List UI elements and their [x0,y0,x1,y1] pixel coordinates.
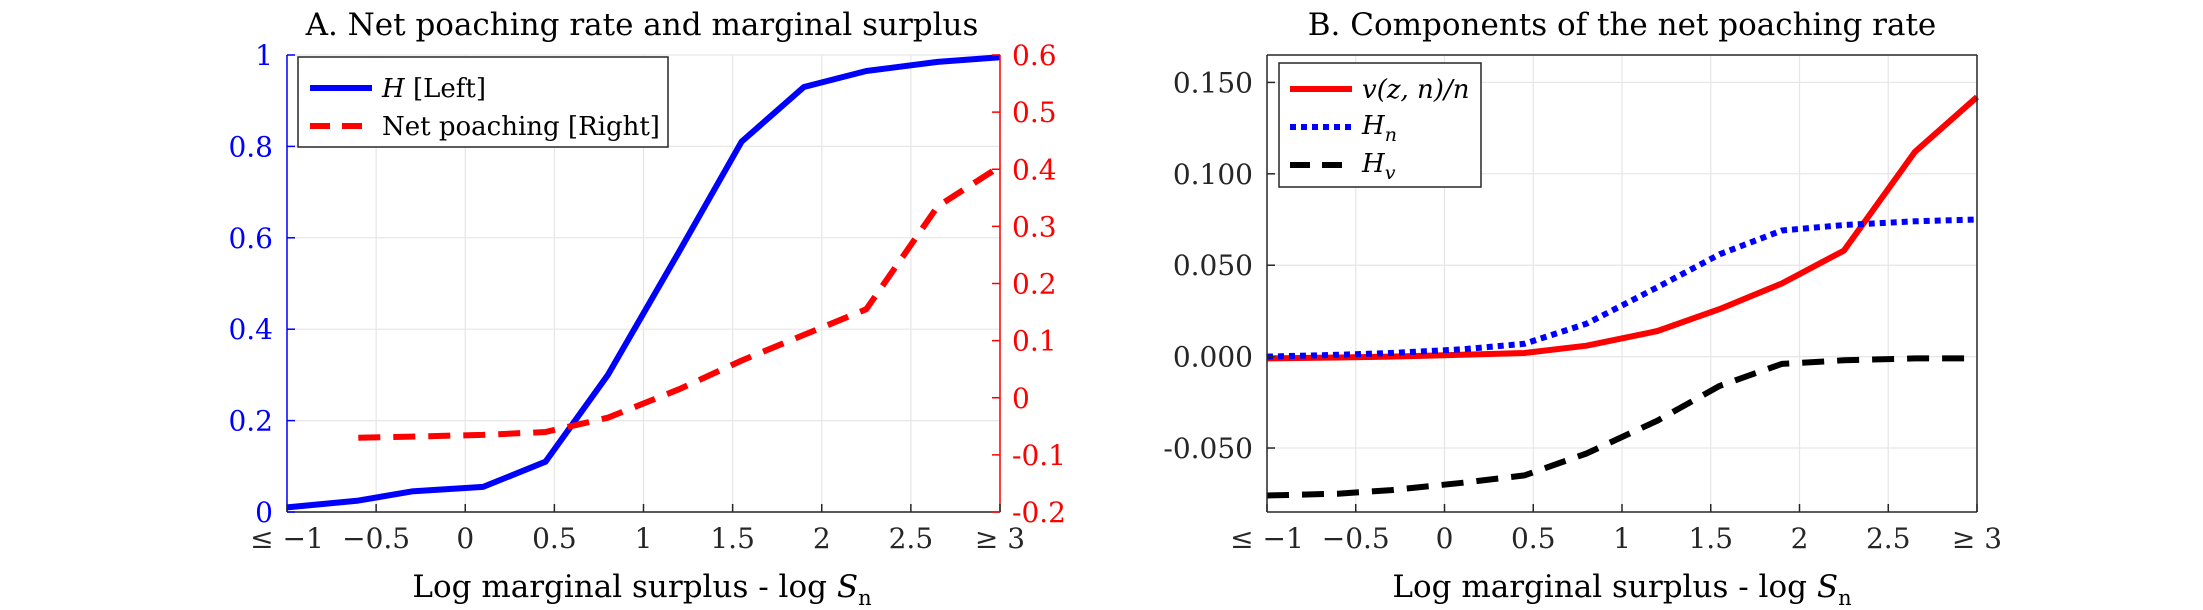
panel-a-x-tick-label-5: 1.5 [710,522,755,555]
panel-b-x-tick-label-4: 1 [1613,522,1631,555]
panel-b-left-y-tick-label-2: 0.050 [1173,249,1253,282]
panel-a-series-line-0 [286,54,1001,511]
panel-b-legend-label-hn-base: H [1361,111,1386,141]
panel-a-x-tick-label-0: ≤ −1 [250,522,324,555]
panel-a-x-tick-label-2: 0 [456,522,474,555]
panel-a-x-tick-label-7: 2.5 [889,522,934,555]
panel-a-right-y-tick-label-7: 0.5 [1012,96,1057,129]
panel-b-x-axis-label-text: Log marginal surplus - log [1392,569,1816,605]
panel-a-left-y-tick-label-1: 0.2 [228,405,273,438]
panel-b-x-tick-label-3: 0.5 [1511,522,1556,555]
panel-a-right-y-tick-label-2: 0 [1012,382,1030,415]
panel-a-left-y-tick-label-0: 0 [255,496,273,529]
panel-b-series-line-1 [1266,216,1978,360]
panel-b-plot-area: ≤ −1 −0.5 0 0.5 1 1.5 2 2.5 ≥ 3 -0.050 0.000 0.050 0… [1163,54,2002,555]
panel-b-x-tick-label-7: 2.5 [1866,522,1911,555]
panel-a-right-y-tick-label-4: 0.2 [1012,268,1057,301]
panel-b-x-tick-label-0: ≤ −1 [1230,522,1304,555]
panel-a: A. Net poaching rate and marginal surplu… [228,7,1066,610]
panel-a-series-line-1 [358,163,1002,441]
panel-a-legend-box [297,56,669,148]
panel-b-title: B. Components of the net poaching rate [1308,7,1937,43]
panel-a-x-axis-label-s-italic: S [837,569,858,605]
panel-a-x-tick-label-1: −0.5 [342,522,410,555]
panel-a-right-y-tick-label-1: -0.1 [1012,439,1066,472]
panel-b-x-tick-label-8: ≥ 3 [1952,522,2002,555]
panel-b-left-y-tick-label-3: 0.100 [1173,158,1253,191]
panel-b-legend-label-hv: Hv [1361,149,1396,184]
panel-a-right-y-tick-label-6: 0.4 [1012,153,1057,186]
panel-b-legend-label-hn-sub: n [1385,124,1397,146]
panel-b: B. Components of the net poaching rate ≤… [1163,7,2002,610]
panel-b-legend-label-hn: Hn [1361,111,1397,146]
panel-a-left-y-tick-label-3: 0.6 [228,222,273,255]
panel-b-x-tick-label-1: −0.5 [1322,522,1390,555]
panel-a-right-y-tick-label-5: 0.3 [1012,210,1057,243]
panel-b-x-axis-label: Log marginal surplus - log Sn [1392,569,1851,610]
panel-b-x-tick-label-6: 2 [1791,522,1809,555]
panel-b-left-y-tick-label-0: -0.050 [1163,432,1253,465]
panel-a-legend: H [Left] Net poaching [Right] [297,56,669,148]
panel-a-x-tick-label-6: 2 [813,522,831,555]
panel-a-x-tick-label-4: 1 [635,522,653,555]
panel-a-right-y-tick-label-0: -0.2 [1012,496,1066,529]
panel-a-legend-label-net-poaching: Net poaching [Right] [382,112,660,142]
panel-a-title: A. Net poaching rate and marginal surplu… [305,7,979,43]
panel-a-x-axis-label: Log marginal surplus - log Sn [412,569,871,610]
panel-a-x-tick-label-8: ≥ 3 [975,522,1025,555]
panel-a-right-y-tick-label-3: 0.1 [1012,325,1057,358]
panel-b-left-y-tick-label-1: 0.000 [1173,341,1253,374]
panel-a-left-y-tick-label-2: 0.4 [228,313,273,346]
panel-b-series-line-2 [1266,355,1977,499]
panel-b-legend-label-hv-sub: v [1385,162,1396,184]
panel-b-x-axis-label-subscript: n [1838,586,1852,610]
panel-b-x-axis-label-s-italic: S [1817,569,1838,605]
panel-a-legend-label-h-rest: [Left] [405,74,486,104]
panel-b-x-tick-label-5: 1.5 [1688,522,1733,555]
panel-b-left-y-tick-label-4: 0.150 [1173,66,1253,99]
panel-a-left-y-tick-label-4: 0.8 [228,130,273,163]
panel-a-x-axis-label-subscript: n [858,586,872,610]
panel-a-right-y-tick-label-8: 0.6 [1012,39,1057,72]
panel-b-legend-label-v: v(z, n)/n [1362,75,1469,105]
panel-a-legend-label-h-italic: H [381,74,406,104]
panel-b-x-tick-label-2: 0 [1436,522,1454,555]
panel-b-series-line-0 [1266,94,1979,362]
panel-a-left-y-tick-label-5: 1 [255,39,273,72]
panel-b-legend: v(z, n)/n Hn Hv [1278,62,1482,188]
panel-b-legend-label-hv-base: H [1361,149,1386,179]
panel-a-x-tick-label-3: 0.5 [532,522,577,555]
panel-a-x-axis-label-text: Log marginal surplus - log [412,569,836,605]
panel-a-legend-label-h: H [Left] [381,74,486,104]
